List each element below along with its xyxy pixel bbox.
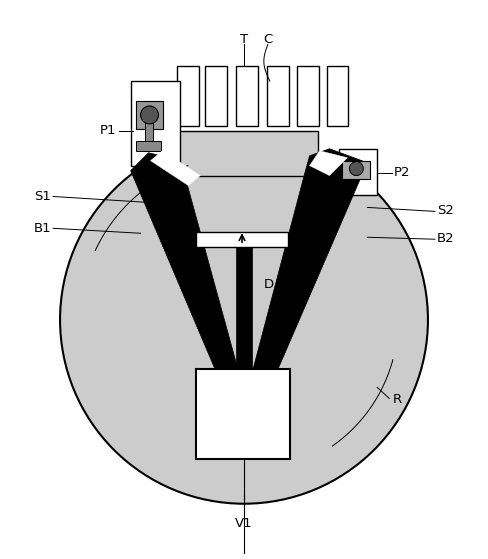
Bar <box>136 141 162 151</box>
Bar <box>297 66 319 126</box>
Bar <box>136 101 163 129</box>
Bar <box>196 369 290 459</box>
Polygon shape <box>253 149 367 369</box>
Bar <box>131 81 181 165</box>
Bar <box>196 233 288 247</box>
Polygon shape <box>131 153 238 369</box>
Text: B1: B1 <box>34 222 51 235</box>
Text: C: C <box>263 33 272 46</box>
Polygon shape <box>150 151 200 186</box>
Circle shape <box>60 136 428 504</box>
Bar <box>267 66 289 126</box>
Bar <box>326 66 348 126</box>
Circle shape <box>349 162 364 176</box>
Text: D: D <box>264 278 274 291</box>
Bar <box>340 149 377 196</box>
Circle shape <box>141 106 159 124</box>
Bar <box>179 131 318 176</box>
Bar <box>177 66 199 126</box>
Text: P1: P1 <box>100 124 117 138</box>
Bar <box>343 160 370 178</box>
Bar <box>236 66 258 126</box>
Text: V1: V1 <box>235 517 253 530</box>
Text: P2: P2 <box>394 166 410 179</box>
Text: R: R <box>393 393 402 406</box>
Text: S1: S1 <box>34 190 51 203</box>
Text: T: T <box>240 33 248 46</box>
Text: B2: B2 <box>437 232 454 245</box>
Bar <box>144 121 153 141</box>
Polygon shape <box>309 151 347 176</box>
Text: S2: S2 <box>437 204 454 217</box>
Polygon shape <box>236 247 252 369</box>
Bar <box>205 66 227 126</box>
